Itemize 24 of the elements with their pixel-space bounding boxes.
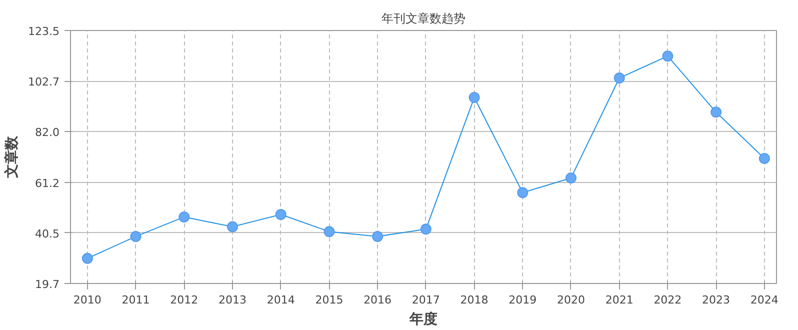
x-axis-title: 年度 [408, 310, 438, 328]
x-tick-label: 2020 [556, 294, 585, 306]
x-tick-label: 2021 [605, 294, 634, 306]
y-tick-label: 19.7 [35, 278, 60, 291]
chart-title: 年刊文章数趋势 [382, 12, 466, 26]
y-tick-label: 61.2 [35, 176, 60, 190]
x-tick-label: 2019 [508, 294, 537, 306]
y-tick-label: 102.7 [28, 76, 60, 89]
x-tick-label: 2012 [170, 294, 198, 306]
y-tick-label: 40.5 [35, 227, 60, 240]
x-tick-label: 2015 [315, 294, 344, 306]
x-tick-label: 2011 [122, 294, 150, 306]
x-tick-label: 2010 [73, 294, 102, 306]
x-tick-label: 2014 [266, 294, 295, 306]
x-tick-label: 2024 [750, 294, 778, 306]
x-tick-label: 2023 [702, 294, 730, 306]
x-tick-label: 2013 [218, 294, 246, 306]
y-tick-label: 82.0 [35, 126, 60, 140]
x-tick-label: 2016 [364, 294, 392, 306]
y-tick-label: 123.5 [28, 25, 60, 38]
x-tick-label: 2018 [460, 294, 488, 306]
x-tick-label: 2022 [654, 294, 682, 306]
y-axis-title: 文章数 [3, 135, 20, 179]
x-tick-label: 2017 [412, 294, 440, 306]
